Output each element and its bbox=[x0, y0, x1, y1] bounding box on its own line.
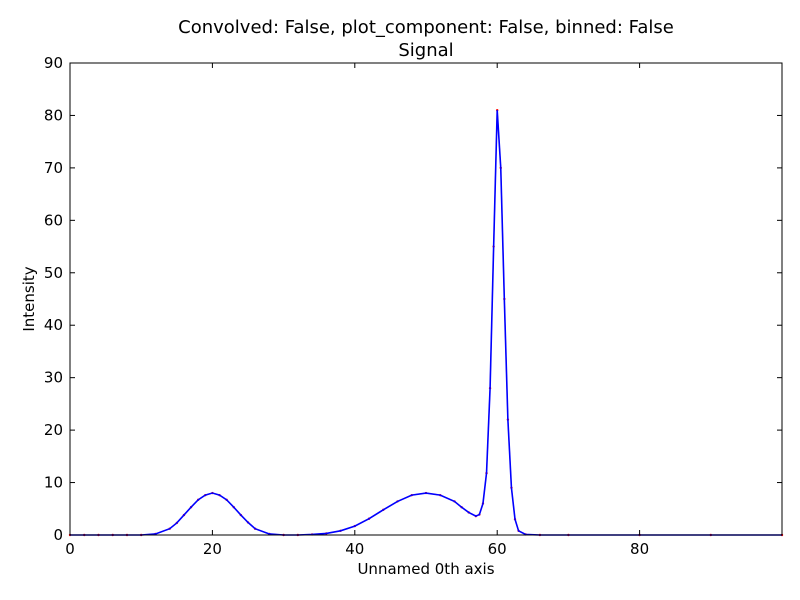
x-tick-label: 40 bbox=[345, 540, 364, 558]
x-tick-label: 20 bbox=[203, 540, 222, 558]
x-axis-ticks: 0 20 40 60 80 bbox=[65, 63, 649, 558]
plot-frame bbox=[69, 62, 783, 536]
y-axis-label: Intensity bbox=[20, 266, 38, 331]
y-tick-label: 40 bbox=[44, 316, 63, 334]
y-axis-ticks: 0 10 20 30 40 50 60 70 80 90 bbox=[44, 54, 782, 544]
chart-title: Convolved: False, plot_component: False,… bbox=[178, 17, 674, 38]
y-tick-label: 20 bbox=[44, 421, 63, 439]
data-series-line bbox=[70, 110, 782, 536]
plot-area bbox=[68, 109, 784, 537]
x-tick-label: 0 bbox=[65, 540, 75, 558]
x-axis-label: Unnamed 0th axis bbox=[357, 560, 494, 578]
y-tick-label: 30 bbox=[44, 369, 63, 387]
y-tick-label: 0 bbox=[53, 526, 63, 544]
model-series-line bbox=[70, 110, 782, 536]
y-tick-label: 70 bbox=[44, 159, 63, 177]
y-tick-label: 90 bbox=[44, 54, 63, 72]
x-tick-label: 60 bbox=[488, 540, 507, 558]
y-tick-label: 50 bbox=[44, 264, 63, 282]
y-tick-label: 60 bbox=[44, 211, 63, 229]
y-tick-label: 80 bbox=[44, 106, 63, 124]
y-tick-label: 10 bbox=[44, 474, 63, 492]
chart-subtitle: Signal bbox=[398, 40, 453, 61]
x-tick-label: 80 bbox=[630, 540, 649, 558]
